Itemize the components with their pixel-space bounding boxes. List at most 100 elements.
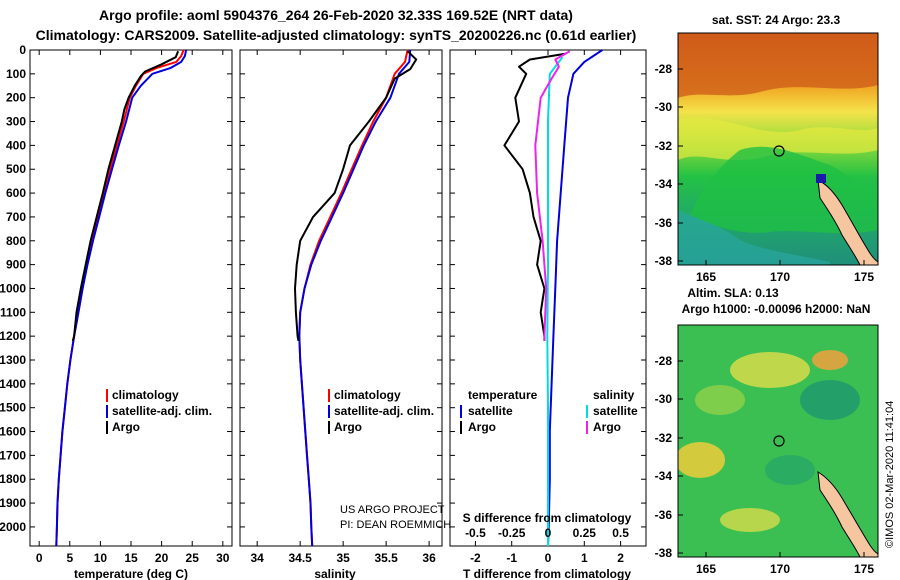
map-x-tick-label: 170 xyxy=(770,562,790,576)
salinity-panel: 34 34.5 35 35.5 36 climatology satellite-adj… xyxy=(239,49,451,580)
sst-map-ticks: 165 170 175 -28 -30 -32 -34 -36 -38 xyxy=(655,62,875,284)
y-tick-label: 1000 xyxy=(0,281,26,295)
map-y-tick-label: -34 xyxy=(655,469,673,483)
y-tick-label: 1700 xyxy=(0,448,26,462)
sla-high-2 xyxy=(812,350,848,370)
x-tick-label: 0 xyxy=(545,551,552,565)
x-tick-label: 34.5 xyxy=(288,551,312,565)
series-line-argo xyxy=(71,50,180,342)
x-tick-label: 34 xyxy=(251,551,265,565)
x-tick-label: -1 xyxy=(506,551,517,565)
legend-argo-label: Argo xyxy=(334,420,362,434)
legend-s-satellite-label: satellite xyxy=(593,404,638,418)
s-difference-axis-label: S difference from climatology xyxy=(463,511,632,525)
x-tick-label: 25 xyxy=(186,551,200,565)
title-line2: Climatology: CARS2009. Satellite-adjuste… xyxy=(36,27,637,43)
sst-warm-patch xyxy=(678,33,878,98)
y-tick-label: 1900 xyxy=(0,496,26,510)
difference-panel: -2 -1 0 1 2 temperature salinity satellite A… xyxy=(449,49,647,580)
y-tick-label: 1800 xyxy=(0,472,26,486)
map-x-tick-label: 165 xyxy=(696,562,716,576)
series-line-satellite-adj-clim- xyxy=(55,49,188,547)
sla-argo-position-marker xyxy=(773,435,785,447)
project-annotation-line1: US ARGO PROJECT xyxy=(340,504,445,516)
depth-y-ticks: 0 100 200 300 400 500 600 700 800 900 1000 1100 1200… xyxy=(0,43,646,534)
temperature-panel: 0 5 10 15 20 25 30 010020030040050060070080090… xyxy=(0,43,646,580)
y-tick-label: 800 xyxy=(6,234,26,248)
map-x-tick-label: 175 xyxy=(854,270,874,284)
temperature-x-ticks: 0 5 10 15 20 25 30 xyxy=(36,50,230,565)
sla-high-1 xyxy=(730,352,810,388)
series-line-satellite-adj-clim- xyxy=(298,49,412,547)
difference-series xyxy=(503,49,603,547)
map-x-tick-label: 170 xyxy=(770,270,790,284)
sla-map-ticks: 165 170 175 -28 -30 -32 -34 -36 -38 xyxy=(655,354,875,576)
y-tick-label: 600 xyxy=(6,186,26,200)
project-annotation-line2: PI: DEAN ROEMMICH xyxy=(340,519,451,531)
map-y-tick-label: -32 xyxy=(655,431,673,445)
credit-text: ©IMOS 02-Mar-2020 11:41:04 xyxy=(884,401,896,548)
salinity-x-ticks: 34 34.5 35 35.5 36 xyxy=(251,50,436,565)
temperature-legend: climatology satellite-adj. clim. Argo xyxy=(106,388,212,434)
legend-temperature-header: temperature xyxy=(468,388,538,402)
map-x-tick-label: 165 xyxy=(696,270,716,284)
s-diff-tick-label: 0.25 xyxy=(573,526,597,540)
legend-satellite-label: satellite-adj. clim. xyxy=(112,404,212,418)
sst-argo-position-marker xyxy=(773,145,785,157)
series-line-t-satellite xyxy=(547,49,603,547)
y-tick-label: 0 xyxy=(19,43,26,57)
map-y-tick-label: -36 xyxy=(655,508,673,522)
map-y-tick-label: -28 xyxy=(655,354,673,368)
s-diff-tick-label: -0.5 xyxy=(465,526,486,540)
legend-climatology-label: climatology xyxy=(112,388,179,402)
series-line-argo xyxy=(294,50,418,342)
sst-map: sat. SST: 24 Argo: 23.3 165 170 175 -28 -30 -… xyxy=(655,13,879,284)
y-tick-label: 400 xyxy=(6,138,26,152)
s-diff-tick-label: 0 xyxy=(545,526,552,540)
x-tick-label: 36 xyxy=(422,551,436,565)
map-y-tick-label: -36 xyxy=(655,216,673,230)
map-y-tick-label: -30 xyxy=(655,100,673,114)
legend-satellite-label: satellite-adj. clim. xyxy=(334,404,434,418)
map-y-tick-label: -34 xyxy=(655,177,673,191)
temperature-x-axis-label: temperature (deg C) xyxy=(74,567,188,580)
sst-hotspot xyxy=(816,174,826,183)
sla-coastline xyxy=(817,471,878,557)
sla-high-3 xyxy=(678,442,725,478)
map-y-tick-label: -38 xyxy=(655,254,673,268)
x-tick-label: 0 xyxy=(36,551,43,565)
sst-map-frame xyxy=(677,32,879,266)
map-y-tick-label: -38 xyxy=(655,546,673,560)
x-tick-label: 35.5 xyxy=(374,551,398,565)
legend-s-argo-label: Argo xyxy=(593,420,621,434)
map-x-tick-label: 175 xyxy=(854,562,874,576)
sst-yellow-band xyxy=(678,117,878,160)
y-tick-label: 300 xyxy=(6,115,26,129)
sla-map: Altim. SLA: 0.13 Argo h1000: -0.00096 h2… xyxy=(655,286,879,576)
temperature-series xyxy=(55,49,188,547)
x-tick-label: 5 xyxy=(66,551,73,565)
y-tick-label: 1100 xyxy=(0,305,26,319)
sla-map-title-line1: Altim. SLA: 0.13 xyxy=(687,286,779,300)
salinity-series xyxy=(294,49,418,547)
salinity-legend: climatology satellite-adj. clim. Argo xyxy=(328,388,434,434)
x-tick-label: -2 xyxy=(470,551,481,565)
sla-map-title-line2: Argo h1000: -0.00096 h2000: NaN xyxy=(682,302,871,316)
sla-low-1 xyxy=(800,380,860,420)
sst-coastline xyxy=(817,179,878,265)
difference-x-ticks: -2 -1 0 1 2 xyxy=(470,50,624,565)
sla-mid-1 xyxy=(695,385,745,415)
y-tick-label: 500 xyxy=(6,162,26,176)
legend-argo-label: Argo xyxy=(112,420,140,434)
sla-high-4 xyxy=(720,508,780,532)
series-line-climatology xyxy=(298,49,409,547)
y-tick-label: 1300 xyxy=(0,353,26,367)
y-tick-label: 700 xyxy=(6,210,26,224)
map-y-tick-label: -30 xyxy=(655,392,673,406)
salinity-x-axis-label: salinity xyxy=(314,567,356,580)
map-y-tick-label: -28 xyxy=(655,62,673,76)
x-tick-label: 30 xyxy=(216,551,230,565)
x-tick-label: 2 xyxy=(617,551,624,565)
map-y-tick-label: -32 xyxy=(655,139,673,153)
t-difference-axis-label: T difference from climatology xyxy=(463,567,631,580)
